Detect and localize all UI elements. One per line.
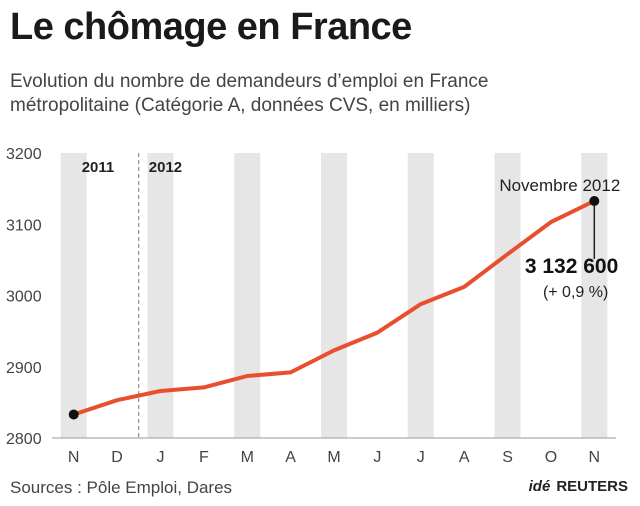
annotation-change: (+ 0,9 %): [543, 284, 608, 301]
month-band: [234, 153, 261, 438]
x-tick-label: N: [68, 449, 80, 466]
month-band: [60, 153, 87, 438]
y-tick-label: 3000: [6, 289, 42, 306]
y-tick-label: 3200: [6, 146, 42, 163]
month-band: [494, 153, 521, 438]
x-tick-label: O: [545, 449, 557, 466]
annotation-label: Novembre 2012: [499, 176, 620, 195]
year-label-2012: 2012: [149, 159, 182, 176]
x-tick-label: M: [241, 449, 254, 466]
chart-subtitle: Evolution du nombre de demandeurs d’empl…: [10, 71, 489, 116]
reuters-logo: REUTERS: [556, 478, 628, 495]
x-tick-label: D: [111, 449, 123, 466]
x-tick-label: S: [502, 449, 513, 466]
credit-logo: idé REUTERS: [529, 478, 628, 495]
x-tick-label: F: [199, 449, 209, 466]
chart-title: Le chômage en France: [10, 6, 412, 48]
year-label-2011: 2011: [82, 159, 115, 176]
ide-logo: idé: [528, 478, 551, 495]
end-point-marker: [589, 196, 600, 207]
month-band: [321, 153, 347, 438]
x-tick-label: A: [459, 449, 470, 466]
x-tick-label: M: [327, 449, 340, 466]
month-band: [407, 153, 434, 438]
x-tick-label: N: [589, 449, 601, 466]
x-tick-label: J: [156, 449, 164, 466]
start-point-marker: [68, 409, 79, 420]
series-line: [71, 199, 597, 417]
y-tick-label: 3100: [6, 217, 42, 234]
annotation-value: 3 132 600: [525, 255, 618, 278]
y-tick-label: 2800: [6, 431, 42, 448]
x-tick-label: J: [373, 449, 381, 466]
sources-note: Sources : Pôle Emploi, Dares: [10, 478, 233, 497]
x-tick-label: J: [417, 449, 425, 466]
y-tick-label: 2900: [6, 360, 42, 377]
month-band: [147, 153, 174, 438]
x-tick-label: A: [285, 449, 296, 466]
